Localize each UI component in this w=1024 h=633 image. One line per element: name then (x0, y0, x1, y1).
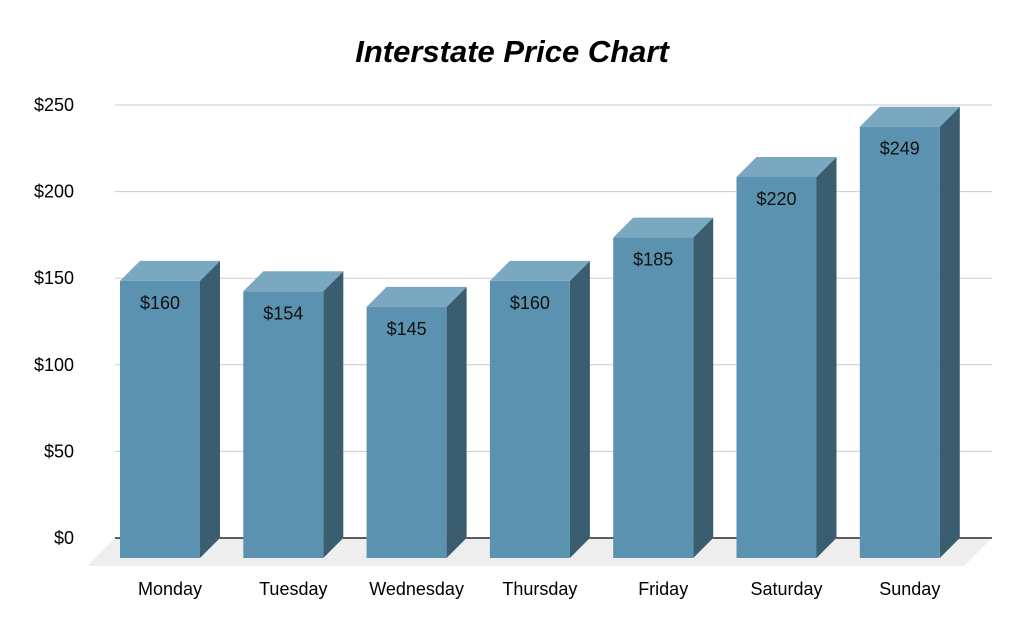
chart-title: Interstate Price Chart (355, 34, 670, 69)
bar-top (859, 106, 960, 127)
data-label: $160 (510, 293, 550, 313)
x-tick-label: Monday (138, 579, 202, 599)
x-tick-label: Tuesday (259, 579, 327, 599)
bar-front (736, 176, 817, 558)
bar-side (569, 260, 590, 558)
bar: $160 (489, 260, 590, 558)
data-label: $145 (387, 319, 427, 339)
bar-top (366, 286, 467, 307)
bar-front (859, 126, 940, 559)
bar-front (489, 280, 570, 558)
x-tick-label: Wednesday (369, 579, 464, 599)
y-tick-label: $100 (34, 355, 74, 375)
y-tick-label: $150 (34, 268, 74, 288)
bar-side (200, 260, 220, 558)
bar-top (243, 271, 344, 292)
bar-top (489, 260, 590, 281)
x-tick-label: Thursday (502, 579, 577, 599)
bar-front (613, 237, 694, 558)
data-label: $160 (140, 293, 180, 313)
y-axis: $0 $50 $100 $150 $200 $250 (34, 95, 74, 548)
bars: $160 $154 $145 $160 $185 $220 $249 (120, 106, 960, 559)
x-tick-label: Sunday (879, 579, 940, 599)
bar-front (120, 280, 200, 558)
y-tick-label: $50 (44, 441, 74, 461)
data-label: $154 (263, 303, 303, 323)
y-tick-label: $0 (54, 528, 74, 548)
bar-top (120, 260, 220, 281)
y-tick-label: $200 (34, 182, 74, 202)
x-tick-label: Friday (638, 579, 688, 599)
bar: $249 (859, 106, 960, 559)
bar: $154 (243, 271, 344, 558)
bar-side (446, 286, 467, 558)
bar: $160 (120, 260, 220, 558)
x-axis: Monday Tuesday Wednesday Thursday Friday Satu… (138, 579, 940, 599)
bar-front (243, 291, 324, 558)
bar: $185 (613, 217, 714, 558)
x-tick-label: Saturday (750, 579, 822, 599)
data-label: $185 (633, 250, 673, 270)
bar-side (323, 271, 344, 558)
data-label: $249 (880, 139, 920, 159)
bar: $220 (736, 156, 837, 558)
data-label: $220 (756, 189, 796, 209)
bar-side (693, 217, 714, 558)
bar-side (939, 106, 960, 559)
bar: $145 (366, 286, 467, 558)
y-tick-label: $250 (34, 95, 74, 115)
bar-front (366, 306, 447, 558)
bar-side (816, 156, 837, 558)
bar-top (736, 156, 837, 177)
bar-top (613, 217, 714, 238)
